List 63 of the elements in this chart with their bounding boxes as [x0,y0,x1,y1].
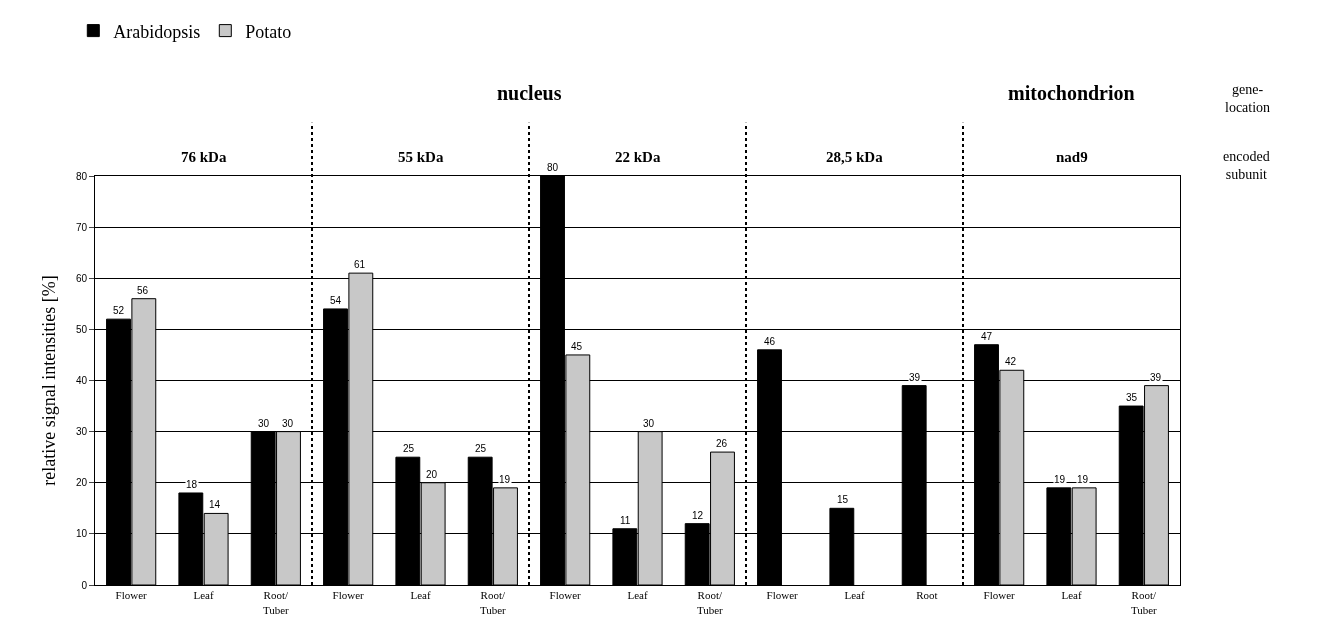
y-tick-label: 10 [75,528,88,540]
text: nad9 [1056,149,1088,165]
x-tick-label: Flower [983,589,1016,602]
data-label: 46 [764,336,776,347]
y-tick-label: 20 [75,477,88,489]
data-label: 18 [186,479,198,490]
data-label: 52 [113,305,125,316]
x-tick-label: Leaf [627,589,648,602]
y-tick-label: 70 [75,221,88,233]
x-tick-label: Root/ Tuber [262,589,290,616]
y-tick-label: 0 [81,579,88,591]
x-tick-label: Root/ Tuber [479,589,507,616]
x-tick-label: Root/ Tuber [696,589,724,616]
data-label: 45 [571,341,583,352]
data-label: 15 [837,494,849,505]
y-tick-label: 50 [75,323,88,335]
y-tick-label: 60 [75,272,88,284]
legend-label: Arabidopsis [113,21,201,42]
data-label: 30 [258,418,270,429]
data-label: 12 [692,510,704,521]
data-label: 54 [330,295,342,306]
x-tick-label: Leaf [193,589,214,602]
data-label: 47 [981,331,993,342]
data-label: 80 [547,162,559,173]
data-label: 39 [1150,372,1162,383]
x-tick-label: Flower [549,589,582,602]
data-label: 61 [354,259,366,270]
data-label: 19 [1054,474,1066,485]
data-label: 19 [499,474,511,485]
data-label: 42 [1005,356,1017,367]
data-label: 19 [1077,474,1089,485]
data-label: 30 [643,418,655,429]
text: 76 kDa [181,149,227,165]
data-label: 26 [716,438,728,449]
x-tick-label: Root [916,589,938,602]
x-tick-label: Flower [766,589,799,602]
text: 55 kDa [398,149,444,165]
text: gene- location [1225,82,1271,116]
x-tick-label: Leaf [410,589,431,602]
legend-label: Potato [245,21,292,42]
data-label: 14 [209,499,221,510]
data-label: 35 [1126,392,1138,403]
data-label: 39 [909,372,921,383]
text: mitochondrion [1008,82,1135,104]
x-tick-label: Leaf [1061,589,1082,602]
text: 28,5 kDa [826,149,884,165]
x-tick-label: Leaf [844,589,865,602]
y-tick-label: 80 [75,170,88,182]
data-label: 25 [403,443,415,454]
data-label: 56 [137,285,149,296]
x-tick-label: Flower [332,589,365,602]
data-label: 25 [475,443,487,454]
x-tick-label: Root/ Tuber [1130,589,1158,616]
data-label: 20 [426,469,438,480]
x-tick-label: Flower [115,589,148,602]
data-label: 11 [620,515,631,526]
text: 22 kDa [615,149,661,165]
y-tick-label: 30 [75,426,88,438]
y-axis-title: relative signal intensities [%] [39,275,60,486]
y-tick-label: 40 [75,375,88,386]
data-label: 30 [282,418,294,429]
text: nucleus [497,82,562,104]
text: encoded subunit [1223,149,1270,183]
